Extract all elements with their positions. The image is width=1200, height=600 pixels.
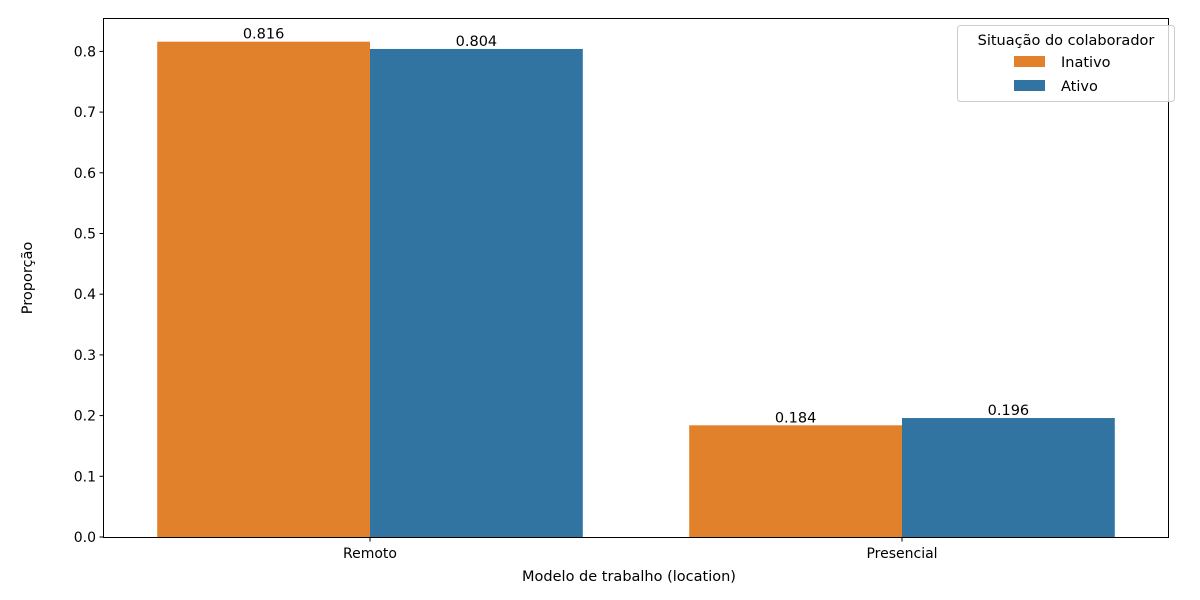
data-label-ativo-presencial: 0.196 [988,403,1030,419]
y-tick-label: 0.7 [74,105,96,121]
legend: Situação do colaborador Inativo Ativo [957,25,1175,102]
data-label-inativo-remoto: 0.816 [243,27,285,43]
plot-frame [103,18,1169,538]
x-tick-label: Presencial [866,546,937,562]
bar-ativo-presencial [902,418,1115,537]
bar-inativo-presencial [689,425,902,537]
legend-swatch-ativo [1014,80,1045,91]
y-tick-label: 0.2 [74,409,96,425]
y-tick-label: 0.6 [74,166,96,182]
y-tick-label: 0.5 [74,226,96,242]
bars-layer [157,41,1115,538]
y-tick-label: 0.3 [74,348,96,364]
y-tick-label: 0.1 [74,469,96,485]
data-labels: 0.816 0.184 0.804 0.196 [243,27,1029,427]
y-tick-label: 0.0 [74,530,96,546]
legend-swatch-inativo [1014,56,1045,67]
legend-entry-inativo: Inativo [1061,55,1111,71]
x-axis: Remoto Presencial [343,537,938,562]
legend-entry-ativo: Ativo [1061,79,1098,95]
bar-inativo-remoto [157,41,370,538]
y-axis: 0.0 0.1 0.2 0.3 0.4 0.5 0.6 0.7 0.8 [74,44,104,546]
data-label-inativo-presencial: 0.184 [775,410,817,426]
bar-ativo-remoto [370,48,583,538]
y-tick-label: 0.4 [74,287,96,303]
legend-frame [957,25,1175,102]
x-axis-label: Modelo de trabalho (location) [522,569,736,585]
legend-title: Situação do colaborador [978,33,1155,49]
y-axis-label: Proporção [20,242,36,315]
data-label-ativo-remoto: 0.804 [456,34,498,50]
x-tick-label: Remoto [343,546,397,562]
y-tick-label: 0.8 [74,44,96,60]
